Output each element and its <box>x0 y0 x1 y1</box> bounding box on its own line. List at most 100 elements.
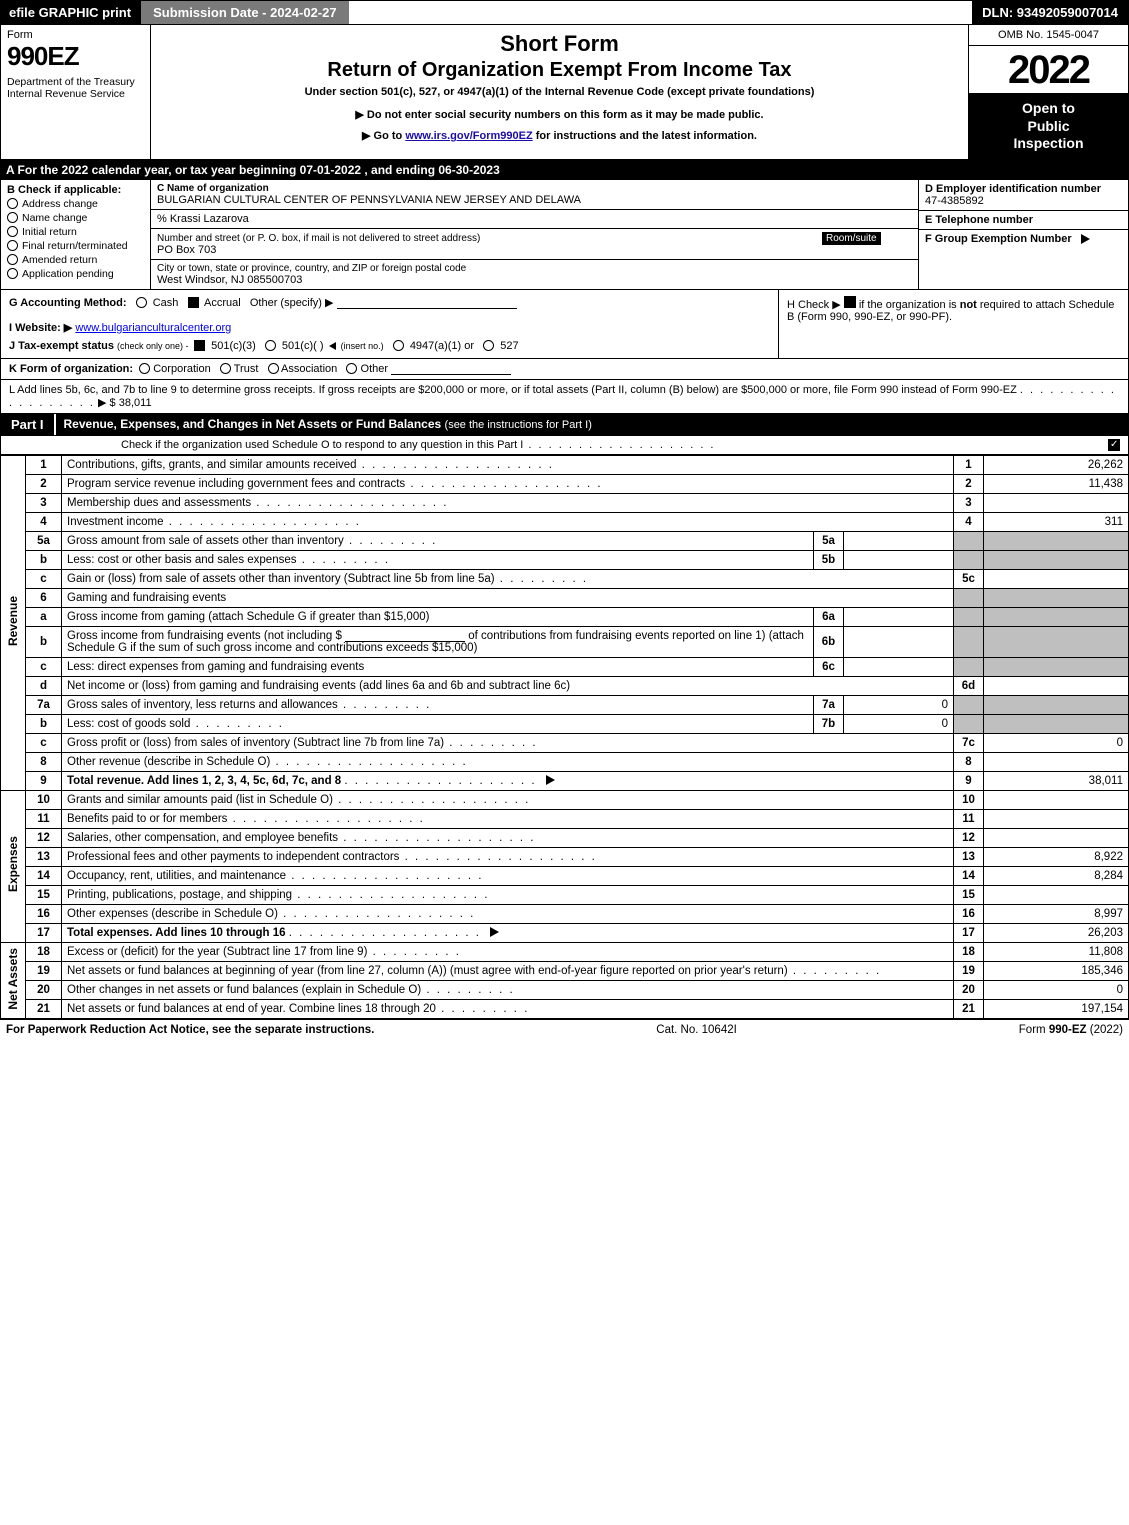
chk-application-pending[interactable]: Application pending <box>7 268 144 280</box>
r6b-desc: Gross income from fundraising events (no… <box>62 626 814 657</box>
r8-desc: Other revenue (describe in Schedule O) <box>62 752 954 771</box>
chk-accrual[interactable] <box>188 297 199 308</box>
header-center: Short Form Return of Organization Exempt… <box>151 25 968 159</box>
r6-num: 6 <box>26 588 62 607</box>
chk-527[interactable] <box>483 340 494 351</box>
r18-desc: Excess or (deficit) for the year (Subtra… <box>62 942 954 961</box>
part-1-title: Revenue, Expenses, and Changes in Net As… <box>56 414 600 434</box>
chk-schedule-o[interactable] <box>1108 439 1120 451</box>
r5c-val <box>984 569 1129 588</box>
row-15: 15 Printing, publications, postage, and … <box>1 885 1129 904</box>
r6d-num: d <box>26 676 62 695</box>
r20-box: 20 <box>954 980 984 999</box>
street-row: Number and street (or P. O. box, if mail… <box>151 229 918 260</box>
chk-corporation[interactable] <box>139 363 150 374</box>
footer-left: For Paperwork Reduction Act Notice, see … <box>6 1024 374 1036</box>
row-5a: 5a Gross amount from sale of assets othe… <box>1 531 1129 550</box>
r7c-desc: Gross profit or (loss) from sales of inv… <box>62 733 954 752</box>
footer-right-form: 990-EZ <box>1049 1024 1087 1036</box>
tax-year: 2022 <box>969 46 1128 94</box>
section-def: D Employer identification number 47-4385… <box>918 180 1128 289</box>
r6d-val <box>984 676 1129 695</box>
r6a-greybox <box>954 607 984 626</box>
form-header: Form 990EZ Department of the Treasury In… <box>0 25 1129 160</box>
r5b-num: b <box>26 550 62 569</box>
instruction-goto: ▶ Go to www.irs.gov/Form990EZ for instru… <box>159 129 960 142</box>
part-1-subtitle: (see the instructions for Part I) <box>445 419 592 431</box>
chk-application-pending-label: Application pending <box>22 268 114 280</box>
r5a-desc: Gross amount from sale of assets other t… <box>62 531 814 550</box>
chk-address-change-label: Address change <box>22 198 98 210</box>
r6a-mini: 6a <box>814 607 844 626</box>
chk-501c[interactable] <box>265 340 276 351</box>
efile-print-label[interactable]: efile GRAPHIC print <box>1 1 139 24</box>
chk-initial-return[interactable]: Initial return <box>7 226 144 238</box>
r6b-mv <box>844 626 954 657</box>
row-2: 2 Program service revenue including gove… <box>1 474 1129 493</box>
r14-num: 14 <box>26 866 62 885</box>
chk-4947[interactable] <box>393 340 404 351</box>
r15-box: 15 <box>954 885 984 904</box>
chk-trust[interactable] <box>220 363 231 374</box>
chk-amended-return[interactable]: Amended return <box>7 254 144 266</box>
form-number: 990EZ <box>7 41 144 72</box>
header-left: Form 990EZ Department of the Treasury In… <box>1 25 151 159</box>
r3-desc: Membership dues and assessments <box>62 493 954 512</box>
cash-label: Cash <box>153 297 179 309</box>
r6a-mv <box>844 607 954 626</box>
line-g: G Accounting Method: Cash Accrual Other … <box>1 290 778 358</box>
r6c-num: c <box>26 657 62 676</box>
row-12: 12 Salaries, other compensation, and emp… <box>1 828 1129 847</box>
row-6: 6 Gaming and fundraising events <box>1 588 1129 607</box>
r19-val: 185,346 <box>984 961 1129 980</box>
chk-cash[interactable] <box>136 297 147 308</box>
chk-name-change[interactable]: Name change <box>7 212 144 224</box>
r7a-greybox <box>954 695 984 714</box>
r6c-mv <box>844 657 954 676</box>
street-value: PO Box 703 <box>157 244 810 256</box>
chk-other-org[interactable] <box>346 363 357 374</box>
r7a-desc: Gross sales of inventory, less returns a… <box>62 695 814 714</box>
r5a-greybox <box>954 531 984 550</box>
section-c: C Name of organization BULGARIAN CULTURA… <box>151 180 918 289</box>
chk-address-change[interactable]: Address change <box>7 198 144 210</box>
chk-501c3[interactable] <box>194 340 205 351</box>
r7b-greybox <box>954 714 984 733</box>
r17-desc-text: Total expenses. Add lines 10 through 16 <box>67 927 286 939</box>
r15-val <box>984 885 1129 904</box>
top-bar: efile GRAPHIC print Submission Date - 20… <box>0 0 1129 25</box>
r16-val: 8,997 <box>984 904 1129 923</box>
section-d: D Employer identification number 47-4385… <box>919 180 1128 211</box>
opt-other-org: Other <box>361 363 389 375</box>
irs-link[interactable]: www.irs.gov/Form990EZ <box>405 130 532 142</box>
r6a-num: a <box>26 607 62 626</box>
other-specify-input[interactable] <box>337 308 517 309</box>
website-link[interactable]: www.bulgarianculturalcenter.org <box>75 322 231 334</box>
r13-box: 13 <box>954 847 984 866</box>
r7c-num: c <box>26 733 62 752</box>
r12-num: 12 <box>26 828 62 847</box>
other-org-input[interactable] <box>391 374 511 375</box>
r6c-greyval <box>984 657 1129 676</box>
org-name-value: BULGARIAN CULTURAL CENTER OF PENNSYLVANI… <box>157 194 912 206</box>
chk-schedule-b[interactable] <box>844 296 856 308</box>
r8-box: 8 <box>954 752 984 771</box>
department-label: Department of the Treasury Internal Reve… <box>7 76 144 100</box>
line-h-main: if the organization is <box>859 299 960 311</box>
row-13: 13 Professional fees and other payments … <box>1 847 1129 866</box>
r6c-desc: Less: direct expenses from gaming and fu… <box>62 657 814 676</box>
section-f: F Group Exemption Number <box>919 230 1128 289</box>
chk-initial-return-label: Initial return <box>22 226 77 238</box>
r12-val <box>984 828 1129 847</box>
city-value: West Windsor, NJ 085500703 <box>157 274 912 286</box>
r17-val: 26,203 <box>984 923 1129 942</box>
r10-box: 10 <box>954 790 984 809</box>
arrow-icon <box>546 775 555 785</box>
opt-501c: 501(c)( ) <box>282 340 324 352</box>
row-16: 16 Other expenses (describe in Schedule … <box>1 904 1129 923</box>
chk-final-return[interactable]: Final return/terminated <box>7 240 144 252</box>
page-footer: For Paperwork Reduction Act Notice, see … <box>0 1019 1129 1040</box>
row-8: 8 Other revenue (describe in Schedule O)… <box>1 752 1129 771</box>
r4-box: 4 <box>954 512 984 531</box>
chk-association[interactable] <box>268 363 279 374</box>
